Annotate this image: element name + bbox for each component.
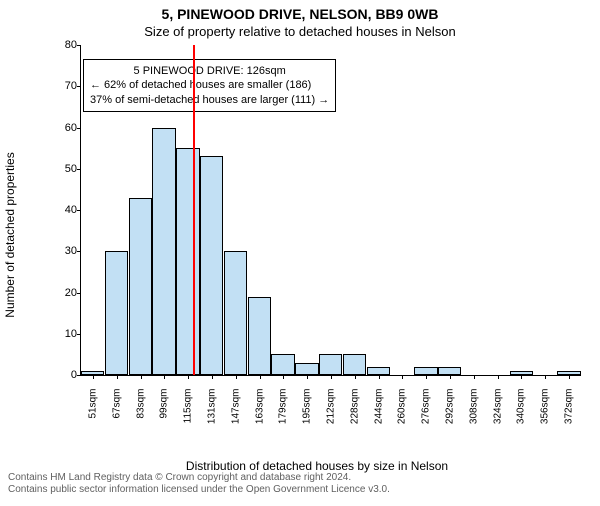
- x-tick: [283, 375, 284, 379]
- y-tick-label: 20: [53, 287, 77, 299]
- x-tick: [355, 375, 356, 379]
- x-tick: [307, 375, 308, 379]
- histogram-bar: [129, 198, 152, 375]
- y-tick-label: 50: [53, 163, 77, 175]
- annotation-line3: 37% of semi-detached houses are larger (…: [90, 93, 329, 107]
- x-tick: [331, 375, 332, 379]
- y-tick: [77, 251, 81, 252]
- x-tick: [402, 375, 403, 379]
- histogram-bar: [295, 363, 318, 375]
- y-tick: [77, 210, 81, 211]
- y-axis-label: Number of detached properties: [3, 152, 17, 317]
- x-tick-label: 83sqm: [135, 389, 146, 429]
- page-title: 5, PINEWOOD DRIVE, NELSON, BB9 0WB: [0, 6, 600, 22]
- histogram-bar: [367, 367, 390, 375]
- x-tick-label: 131sqm: [206, 389, 217, 429]
- y-tick: [77, 334, 81, 335]
- x-tick: [474, 375, 475, 379]
- y-tick: [77, 293, 81, 294]
- annotation-line2: ← 62% of detached houses are smaller (18…: [90, 78, 329, 92]
- y-tick-label: 70: [53, 80, 77, 92]
- x-tick: [212, 375, 213, 379]
- page-subtitle: Size of property relative to detached ho…: [0, 24, 600, 39]
- x-tick-label: 212sqm: [326, 389, 337, 429]
- x-tick: [141, 375, 142, 379]
- footer-line2: Contains public sector information licen…: [8, 484, 390, 496]
- y-tick-label: 0: [53, 369, 77, 381]
- x-tick: [117, 375, 118, 379]
- x-tick-label: 356sqm: [540, 389, 551, 429]
- x-tick-label: 115sqm: [183, 389, 194, 429]
- y-tick-label: 30: [53, 245, 77, 257]
- y-tick: [77, 375, 81, 376]
- histogram-bar: [200, 156, 223, 375]
- x-tick: [521, 375, 522, 379]
- x-axis-label: Distribution of detached houses by size …: [186, 459, 448, 473]
- y-tick: [77, 169, 81, 170]
- x-tick-label: 244sqm: [373, 389, 384, 429]
- x-tick-label: 163sqm: [254, 389, 265, 429]
- x-tick: [188, 375, 189, 379]
- x-tick-label: 308sqm: [468, 389, 479, 429]
- histogram-bar: [105, 251, 128, 375]
- y-tick: [77, 45, 81, 46]
- x-tick: [164, 375, 165, 379]
- y-tick-label: 40: [53, 204, 77, 216]
- x-tick-label: 324sqm: [492, 389, 503, 429]
- histogram-bar: [438, 367, 461, 375]
- histogram-bar: [224, 251, 247, 375]
- x-tick: [545, 375, 546, 379]
- x-tick: [450, 375, 451, 379]
- x-tick: [498, 375, 499, 379]
- x-tick: [379, 375, 380, 379]
- x-tick-label: 195sqm: [302, 389, 313, 429]
- x-tick-label: 99sqm: [159, 389, 170, 429]
- annotation-box: 5 PINEWOOD DRIVE: 126sqm ← 62% of detach…: [83, 59, 336, 112]
- x-tick-label: 372sqm: [564, 389, 575, 429]
- x-tick: [569, 375, 570, 379]
- x-tick: [236, 375, 237, 379]
- x-tick: [260, 375, 261, 379]
- annotation-line1: 5 PINEWOOD DRIVE: 126sqm: [90, 64, 329, 78]
- x-tick-label: 276sqm: [421, 389, 432, 429]
- x-tick-label: 147sqm: [230, 389, 241, 429]
- histogram-bar: [271, 354, 294, 375]
- x-tick-label: 340sqm: [516, 389, 527, 429]
- x-tick-label: 260sqm: [397, 389, 408, 429]
- x-tick-label: 67sqm: [111, 389, 122, 429]
- x-tick-label: 51sqm: [87, 389, 98, 429]
- histogram-bar: [343, 354, 366, 375]
- footer-line1: Contains HM Land Registry data © Crown c…: [8, 472, 390, 484]
- x-tick: [426, 375, 427, 379]
- y-tick: [77, 128, 81, 129]
- histogram-bar: [319, 354, 342, 375]
- y-tick-label: 80: [53, 39, 77, 51]
- histogram-bar: [176, 148, 199, 375]
- y-tick: [77, 86, 81, 87]
- x-tick-label: 179sqm: [278, 389, 289, 429]
- y-tick-label: 10: [53, 328, 77, 340]
- plot-area: 5 PINEWOOD DRIVE: 126sqm ← 62% of detach…: [80, 45, 581, 376]
- histogram-bar: [414, 367, 437, 375]
- footer-credits: Contains HM Land Registry data © Crown c…: [8, 472, 390, 496]
- x-tick-label: 228sqm: [349, 389, 360, 429]
- chart-container: Number of detached properties 5 PINEWOOD…: [52, 45, 582, 425]
- y-tick-label: 60: [53, 122, 77, 134]
- x-tick-label: 292sqm: [445, 389, 456, 429]
- marker-line: [193, 45, 195, 375]
- histogram-bar: [152, 128, 175, 376]
- x-tick: [93, 375, 94, 379]
- histogram-bar: [248, 297, 271, 375]
